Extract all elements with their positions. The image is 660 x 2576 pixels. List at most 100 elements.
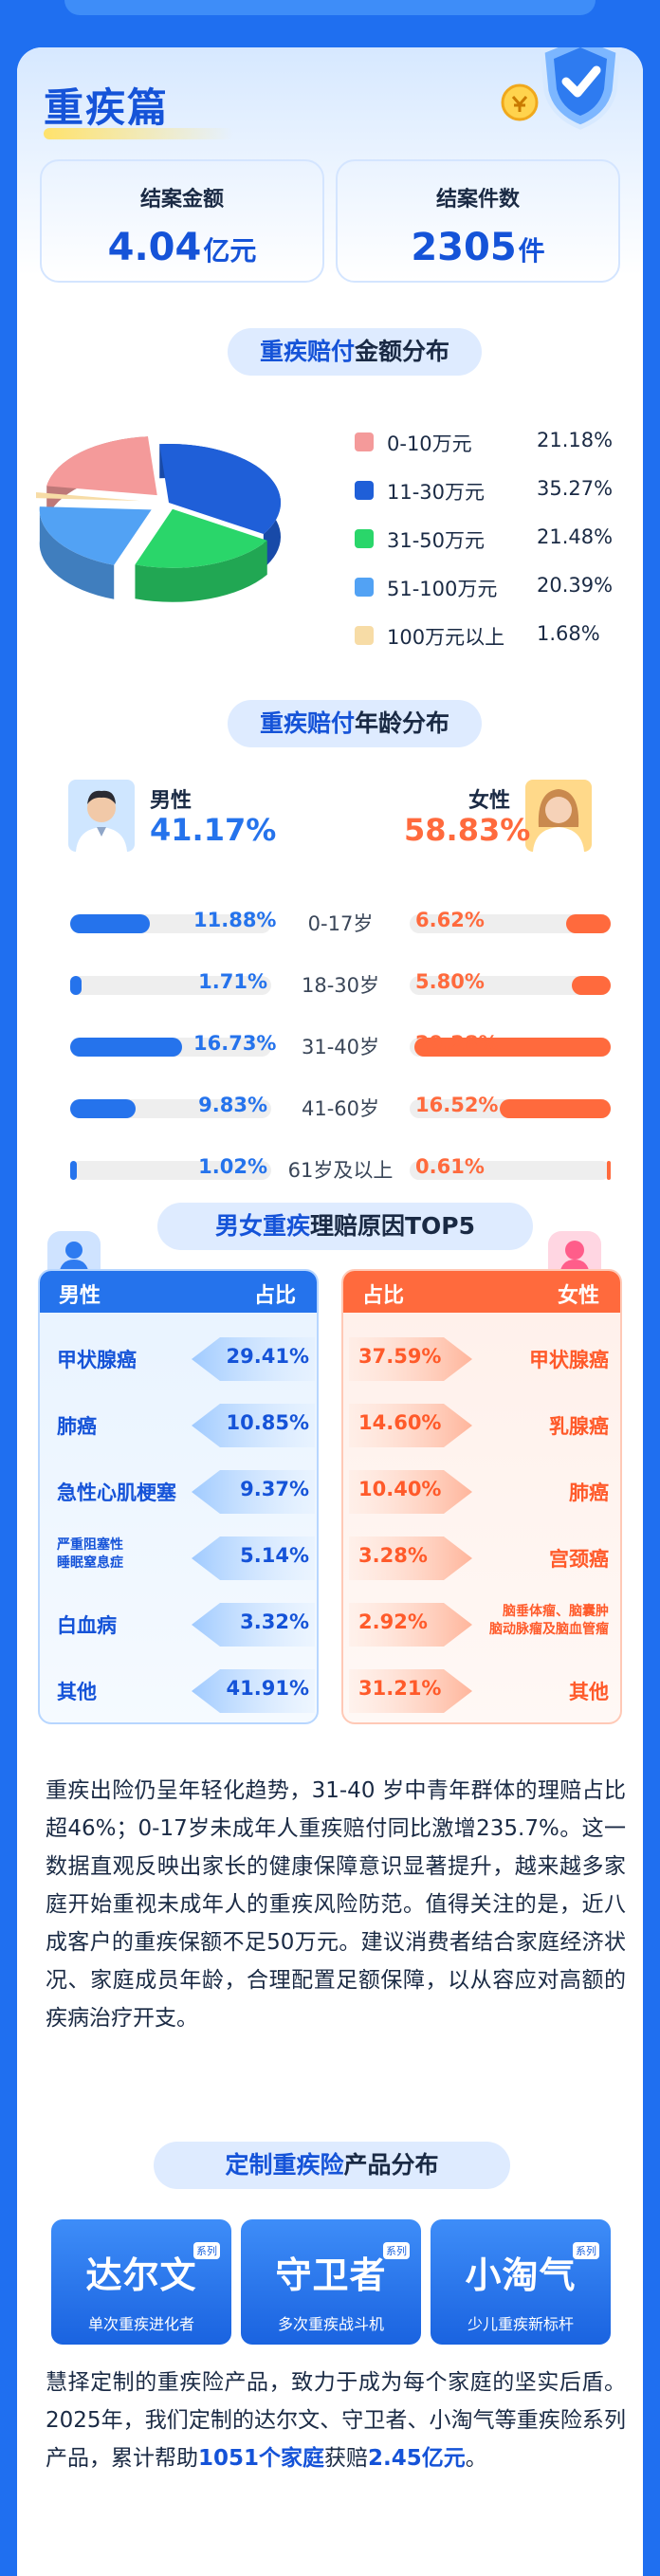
stat-label: 结案金额 — [139, 188, 224, 212]
legend-swatch — [355, 481, 374, 500]
female-bar — [572, 976, 611, 995]
legend-name: 100万元以上 — [387, 626, 505, 649]
product-name: 小淘气 — [465, 2254, 577, 2296]
age-label: 41-60岁 — [301, 1097, 380, 1120]
title-highlight: 重疾赔付 — [259, 709, 355, 737]
legend-swatch — [355, 626, 374, 645]
female-bar — [566, 914, 611, 933]
reason-pct: 2.92% — [358, 1610, 428, 1633]
title-rest: 金额分布 — [355, 338, 450, 365]
product-tag: 系列 — [573, 2242, 599, 2259]
product-card-guardian[interactable]: 守卫者 系列 多次重疾战斗机 — [241, 2219, 421, 2345]
product-tag: 系列 — [193, 2242, 220, 2259]
female-age-pct: 29.28% — [415, 1032, 499, 1055]
product-subtitle: 单次重疾进化者 — [87, 2315, 194, 2333]
reason-row: 肺癌 10.85% — [40, 1396, 317, 1453]
right-arrow-icon — [349, 1404, 472, 1447]
reason-row: 2.92% 脑垂体瘤、脑囊肿 脑动脉瘤及脑血管瘤 — [343, 1595, 620, 1652]
content-card: 重疾篇 结案金额 4.04亿元 结案件数 2305件 重疾赔付金额分布 0-10… — [17, 47, 643, 2576]
female-bar-track — [410, 976, 611, 995]
stat-settled-count: 结案件数 2305件 — [336, 159, 620, 283]
legend-item: 31-50万元 21.48% — [355, 516, 630, 564]
reason-name: 甲状腺癌 — [57, 1349, 137, 1371]
left-arrow-icon — [192, 1669, 315, 1713]
families-highlight: 1051个家庭 — [198, 2446, 325, 2471]
legend-swatch — [355, 529, 374, 548]
legend-swatch — [355, 578, 374, 597]
reason-pct: 3.32% — [240, 1610, 309, 1633]
right-arrow-icon — [349, 1603, 472, 1647]
title-highlight: 重疾赔付 — [259, 338, 355, 365]
reason-row: 3.28% 宫颈癌 — [343, 1529, 620, 1586]
male-avatar — [68, 780, 135, 852]
reason-row: 10.40% 肺癌 — [343, 1463, 620, 1519]
stat-unit: 件 — [518, 235, 545, 267]
product-card-xiaotaoqi[interactable]: 小淘气 系列 少儿重疾新标杆 — [431, 2219, 611, 2345]
male-bar — [70, 914, 150, 933]
amount-pie-chart — [36, 436, 281, 602]
reason-row: 急性心肌梗塞 9.37% — [40, 1463, 317, 1519]
male-bar-track — [70, 1161, 271, 1180]
legend-item: 51-100万元 20.39% — [355, 564, 630, 613]
stat-value: 2305件 — [338, 226, 618, 269]
para-text: 。 — [465, 2446, 487, 2471]
age-label: 0-17岁 — [307, 912, 374, 935]
reason-row: 31.21% 其他 — [343, 1662, 620, 1719]
female-bar — [414, 1038, 611, 1057]
reason-name: 肺癌 — [57, 1415, 97, 1438]
age-dist-title: 重疾赔付年龄分布 — [228, 700, 482, 747]
reason-row: 甲状腺癌 29.41% — [40, 1330, 317, 1387]
age-row: 1.02% 61岁及以上 0.61% — [70, 1151, 611, 1186]
panel-header: 占比 女性 — [343, 1271, 620, 1313]
para-text: 慧择定制的重疾险产品，致力于成为每个家庭的坚实后盾。2025年，我们定制的达尔文… — [46, 2370, 626, 2471]
reason-row: 白血病 3.32% — [40, 1595, 317, 1652]
male-age-pct: 1.71% — [198, 970, 267, 993]
reason-pct: 10.85% — [226, 1411, 309, 1434]
left-arrow-icon — [192, 1536, 315, 1580]
reason-row: 严重阻塞性 睡眠窒息症 5.14% — [40, 1529, 317, 1586]
title-highlight: 定制重疾险 — [225, 2151, 344, 2179]
right-arrow-icon — [349, 1536, 472, 1580]
panel-header: 男性 占比 — [40, 1271, 317, 1313]
left-arrow-icon — [192, 1603, 315, 1647]
female-age-pct: 0.61% — [415, 1155, 485, 1178]
pie-slice — [135, 508, 267, 602]
male-age-pct: 1.02% — [198, 1155, 267, 1178]
panel-gender-label: 男性 — [59, 1284, 101, 1308]
reason-pct: 41.91% — [226, 1677, 309, 1700]
reason-name: 脑垂体瘤、脑囊肿 脑动脉瘤及脑血管瘤 — [489, 1604, 609, 1637]
analysis-paragraph: 重疾出险仍呈年轻化趋势，31-40 岁中青年群体的理赔占比超46%；0-17岁未… — [46, 1778, 626, 2031]
female-reasons-panel: 占比 女性 37.59% 甲状腺癌 14.60% 乳腺癌 10.40% 肺癌 3.28% 宫颈… — [341, 1269, 622, 1724]
reason-name: 甲状腺癌 — [529, 1349, 609, 1371]
reason-pct: 10.40% — [358, 1478, 442, 1500]
female-age-pct: 6.62% — [415, 909, 485, 931]
female-avatar — [525, 780, 592, 852]
left-arrow-icon — [192, 1337, 315, 1381]
panel-gender-label: 女性 — [558, 1284, 600, 1308]
male-age-pct: 16.73% — [193, 1032, 277, 1055]
reason-row: 14.60% 乳腺癌 — [343, 1396, 620, 1453]
reason-name: 其他 — [569, 1681, 609, 1703]
reason-name: 白血病 — [57, 1614, 117, 1637]
legend-pct: 21.48% — [537, 525, 614, 548]
female-total-pct: 58.83% — [404, 812, 531, 848]
female-age-pct: 16.52% — [415, 1094, 499, 1116]
age-label: 61岁及以上 — [287, 1159, 394, 1182]
pie-slice — [46, 436, 157, 521]
male-age-pct: 9.83% — [198, 1094, 267, 1116]
age-label: 18-30岁 — [301, 974, 380, 997]
male-bar — [70, 1038, 183, 1057]
male-total-pct: 41.17% — [150, 812, 277, 848]
pie-slice — [39, 506, 152, 599]
reason-pct: 37.59% — [358, 1345, 442, 1368]
reason-pct: 29.41% — [226, 1345, 309, 1368]
reason-row: 37.59% 甲状腺癌 — [343, 1330, 620, 1387]
product-card-darwin[interactable]: 达尔文 系列 单次重疾进化者 — [51, 2219, 231, 2345]
coin-icon — [501, 83, 539, 121]
reason-name: 肺癌 — [569, 1481, 609, 1504]
female-bar — [500, 1099, 611, 1118]
legend-pct: 35.27% — [537, 477, 614, 500]
male-label: 男性 — [150, 789, 192, 813]
reason-row: 其他 41.91% — [40, 1662, 317, 1719]
para-text: 获赔 — [324, 2446, 369, 2471]
